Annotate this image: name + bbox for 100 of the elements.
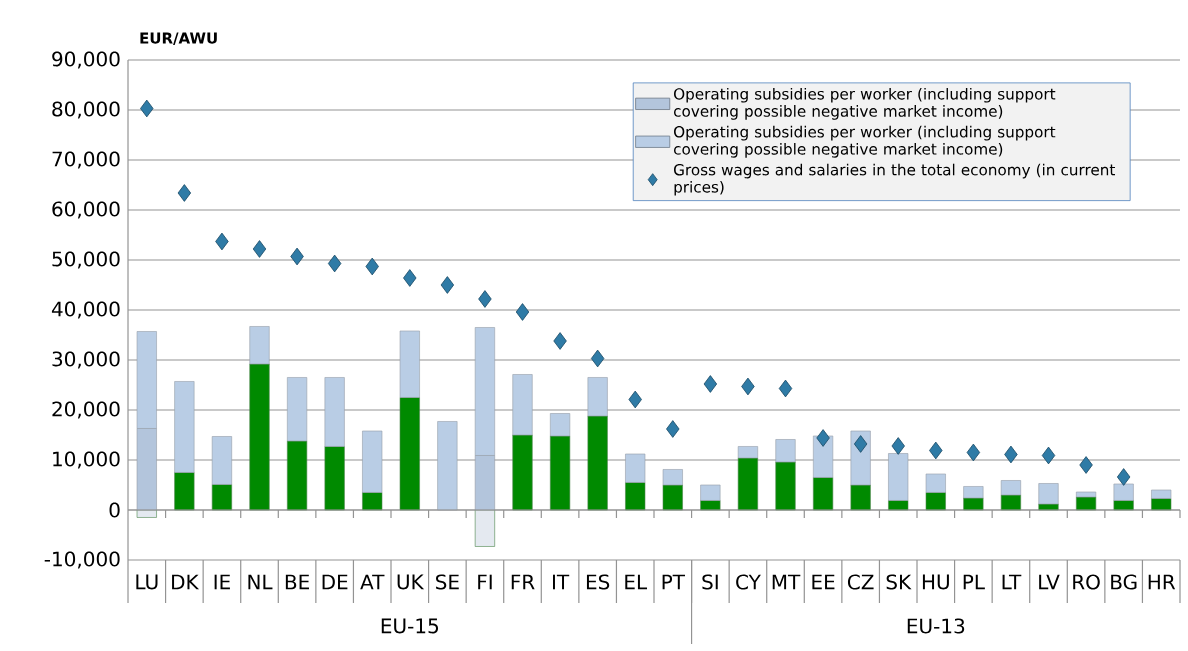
bar xyxy=(399,397,420,511)
point xyxy=(1116,468,1131,486)
x-tick-label: HR xyxy=(1148,574,1176,590)
x-tick-label: DK xyxy=(172,574,200,590)
y-axis-title: EUR/AWU xyxy=(140,32,217,45)
x-tick-label: MT xyxy=(772,574,801,590)
bar xyxy=(211,484,233,511)
point xyxy=(703,375,718,393)
point xyxy=(327,254,342,273)
point xyxy=(778,379,793,398)
x-tick-label: ES xyxy=(586,574,610,590)
bar xyxy=(925,473,946,493)
x-tick-label: RO xyxy=(1073,574,1100,590)
x-tick-label: PL xyxy=(963,574,985,590)
point xyxy=(215,232,229,251)
point xyxy=(741,377,755,396)
point xyxy=(478,290,492,308)
bar xyxy=(362,492,383,511)
bar xyxy=(587,377,608,417)
x-tick-label: AT xyxy=(360,574,385,590)
bar xyxy=(662,469,683,486)
bar xyxy=(888,453,909,501)
text: EU-13 xyxy=(907,618,965,634)
bar xyxy=(775,461,796,511)
point xyxy=(590,349,605,368)
x-tick-label: BG xyxy=(1111,574,1137,590)
bar xyxy=(737,446,758,459)
bar xyxy=(324,377,345,447)
point xyxy=(1041,446,1056,465)
point xyxy=(365,257,379,276)
bar xyxy=(249,326,270,365)
bar xyxy=(249,363,270,511)
point xyxy=(853,435,868,453)
legend-label: Gross wages and salaries in the total economy (in current prices) xyxy=(674,163,1115,196)
x-tick-label: LT xyxy=(1002,574,1022,590)
bar xyxy=(625,482,646,511)
y-tick-label: 70,000 xyxy=(52,151,120,169)
bar xyxy=(512,434,533,511)
point xyxy=(1004,445,1018,464)
text: EU-15 xyxy=(381,618,439,634)
x-tick-label: BE xyxy=(285,574,309,590)
bar xyxy=(587,415,608,511)
x-tick-label: HU xyxy=(922,574,949,590)
bar xyxy=(474,509,495,547)
point xyxy=(816,429,830,447)
y-tick-label: 90,000 xyxy=(52,51,120,69)
point xyxy=(966,443,981,462)
bar xyxy=(136,509,157,518)
bar xyxy=(963,486,984,499)
point xyxy=(666,420,680,438)
point xyxy=(403,269,417,287)
x-tick-label: IT xyxy=(553,574,570,590)
point xyxy=(140,99,154,118)
x-tick-label: CZ xyxy=(847,574,874,590)
bar xyxy=(925,492,946,511)
bar xyxy=(287,377,308,442)
bar xyxy=(287,440,308,511)
x-tick-label: EL xyxy=(625,574,648,590)
x-tick-label: SE xyxy=(436,574,459,590)
bar xyxy=(550,435,571,511)
point xyxy=(553,332,567,350)
bar xyxy=(362,430,383,493)
legend-label: Operating subsidies per worker (including support covering possible negative market income) xyxy=(674,87,1056,120)
x-tick-label: UK xyxy=(397,574,425,590)
bar xyxy=(437,421,458,511)
y-tick-label: 40,000 xyxy=(51,301,120,319)
bar xyxy=(813,477,834,511)
bar xyxy=(550,413,571,437)
y-tick-label: 0 xyxy=(109,502,120,518)
x-tick-label: LV xyxy=(1039,574,1060,590)
bar xyxy=(174,472,195,511)
bar xyxy=(1113,483,1134,501)
point xyxy=(252,240,267,258)
point xyxy=(628,390,642,409)
point xyxy=(1079,456,1093,474)
bar xyxy=(211,436,233,485)
bar xyxy=(1076,491,1097,498)
x-tick-label: FR xyxy=(511,574,535,590)
legend-label: Operating subsidies per worker (including support covering possible negative market income) xyxy=(674,125,1056,158)
x-tick-label: LU xyxy=(136,574,158,590)
bar xyxy=(700,484,721,501)
y-tick-label: 30,000 xyxy=(52,351,120,369)
y-tick-label: 20,000 xyxy=(52,401,120,419)
x-tick-label: SK xyxy=(886,574,912,590)
y-tick-label: 50,000 xyxy=(52,251,120,269)
bar xyxy=(737,457,758,511)
point xyxy=(515,303,530,321)
x-tick-label: IE xyxy=(214,574,230,590)
bar xyxy=(775,439,796,463)
y-tick-label: -10,000 xyxy=(44,551,120,569)
bar xyxy=(625,453,646,483)
x-tick-label: PT xyxy=(662,574,686,590)
x-tick-label: FI xyxy=(478,574,492,590)
bar xyxy=(850,484,871,511)
point xyxy=(440,276,455,294)
bar xyxy=(399,330,420,398)
y-tick-label: 80,000 xyxy=(52,101,120,119)
x-tick-label: CY xyxy=(736,574,761,590)
bar xyxy=(1151,489,1172,499)
y-tick-label: 10,000 xyxy=(53,451,120,469)
